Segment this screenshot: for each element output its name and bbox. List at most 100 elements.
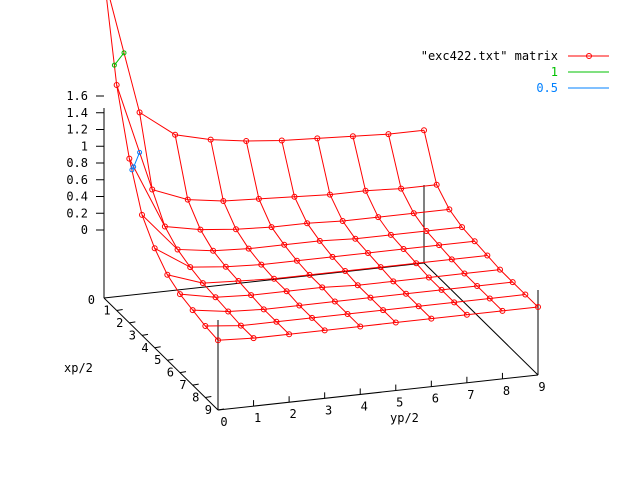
z-tick-label: 0.6 [66, 173, 88, 187]
surface-row-line [205, 294, 526, 327]
floor-edge-y-back [103, 262, 425, 299]
surface-column-line [387, 134, 503, 312]
surface-point [342, 268, 349, 275]
surface-point [421, 127, 427, 134]
surface-point [278, 137, 285, 144]
x-tick-mark [192, 383, 199, 386]
surface-point [296, 302, 303, 309]
surface-point [352, 235, 359, 242]
axis-box [103, 108, 539, 411]
floor-tick-label: 0 [88, 293, 95, 307]
surface-row-line [141, 214, 463, 252]
surface-column-line [423, 130, 539, 308]
x-tick-mark [217, 408, 225, 411]
surface-point [187, 264, 194, 271]
surface-point [212, 294, 219, 301]
surface-point [177, 291, 183, 298]
floor-edge-x-back [423, 262, 539, 376]
surface-point [149, 186, 156, 193]
surface-column-line [139, 112, 254, 339]
surface-point [425, 274, 432, 281]
contour-line-1 [113, 52, 125, 66]
surface-point [281, 241, 288, 248]
y-tick-label: 0 [220, 415, 227, 429]
surface-point [174, 246, 181, 253]
z-tick-label: 0.2 [66, 206, 88, 220]
x-tick-label: 3 [129, 328, 136, 342]
surface-point [410, 210, 417, 217]
surface-point [375, 214, 382, 221]
surface-point [415, 303, 422, 310]
surface-point [451, 299, 458, 306]
surface-point [365, 249, 371, 256]
z-tick-label: 1.6 [66, 89, 88, 103]
surface-point [344, 311, 351, 317]
surface-point [273, 318, 280, 325]
z-tick-label: 0 [81, 223, 88, 237]
x-tick-label: 9 [205, 403, 212, 417]
surface-point [250, 335, 257, 342]
surface-column-line [352, 136, 468, 316]
surface-point [423, 227, 430, 234]
surface-column-line [174, 134, 290, 335]
surface-point [390, 278, 397, 285]
surface-point [260, 306, 267, 313]
surface-row-line [192, 281, 513, 312]
surface-point [161, 223, 168, 230]
surface-point [433, 181, 440, 188]
x-tick-mark [167, 358, 174, 361]
surface-column-line [316, 138, 432, 320]
contour-point [121, 50, 127, 56]
surface-point [199, 280, 206, 287]
surface-point [509, 279, 516, 286]
z-tick-label: 1.2 [66, 123, 88, 137]
surface-row-line [167, 254, 488, 284]
surface-points [113, 81, 541, 344]
contour-point [111, 62, 117, 68]
surface-point [222, 263, 229, 270]
surface-point [255, 195, 262, 202]
floor-edge-y-front [217, 374, 539, 411]
x-axis-label: xp/2 [64, 361, 93, 375]
surface-row-line [217, 306, 539, 341]
surface-point [474, 283, 481, 289]
surface-point [172, 131, 179, 138]
surface-point [398, 185, 405, 192]
surface-point [331, 298, 338, 305]
surface-column-line [210, 139, 326, 331]
legend-label-matrix: "exc422.txt" matrix [421, 49, 558, 63]
x-tick-label: 7 [179, 378, 186, 392]
surface-point [136, 109, 143, 116]
z-tick-label: 0.8 [66, 156, 88, 170]
z-tick-label: 0.4 [66, 190, 88, 204]
surface-row-line [179, 269, 501, 298]
surface-point [367, 294, 374, 301]
y-tick-label: 4 [361, 399, 368, 413]
contour-lines [111, 50, 143, 173]
surface-point [448, 256, 455, 263]
x-tick-mark [141, 333, 149, 336]
surface-point [535, 304, 541, 310]
surface-point [306, 271, 313, 278]
surface-point [377, 264, 384, 271]
surface-point [202, 323, 209, 330]
surface-point [403, 290, 409, 297]
x-tick-label: 6 [167, 366, 174, 380]
surface-point [385, 131, 392, 138]
surface-point [400, 246, 407, 253]
surface-point [387, 231, 394, 238]
surface-point [522, 291, 529, 298]
contour-point [129, 167, 135, 173]
surface-point [499, 307, 506, 314]
surface-point [113, 81, 120, 88]
surface-point [291, 193, 298, 200]
surface-point [210, 247, 217, 254]
z-tick-label: 1 [81, 139, 88, 153]
surface-point [309, 314, 315, 321]
surface-point [314, 135, 321, 142]
surface-point [235, 277, 242, 284]
y-tick-label: 7 [467, 388, 474, 402]
surface-point [139, 211, 145, 218]
y-tick-label: 5 [396, 396, 403, 410]
